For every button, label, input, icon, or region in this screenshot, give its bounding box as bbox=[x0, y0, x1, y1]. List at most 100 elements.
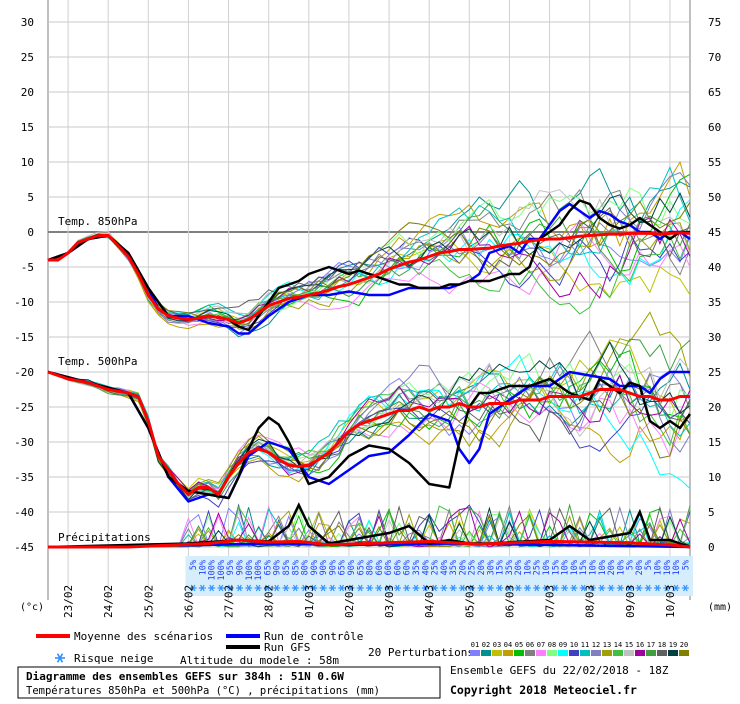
snowflake-stroke bbox=[599, 584, 605, 592]
snow-risk-value: 80% bbox=[366, 560, 376, 575]
snowflake-icon bbox=[217, 584, 225, 592]
right-tick-label: 50 bbox=[708, 191, 721, 204]
perturbation-swatch bbox=[569, 650, 579, 656]
snowflake-icon bbox=[273, 584, 281, 592]
snow-risk-value: 100% bbox=[245, 560, 255, 580]
date-tick-label: 06/03 bbox=[503, 585, 516, 618]
snowflake-icon bbox=[523, 584, 531, 592]
snowflake-stroke bbox=[274, 584, 279, 592]
snow-risk-value: 90% bbox=[328, 560, 338, 575]
perturbation-id-label: 06 bbox=[526, 641, 534, 649]
right-unit: (mm) bbox=[708, 602, 732, 613]
date-tick-label: 25/02 bbox=[142, 585, 155, 618]
legend-gfs-label: Run GFS bbox=[264, 641, 310, 654]
right-tick-label: 30 bbox=[708, 331, 721, 344]
main-series-lines bbox=[47, 199, 692, 549]
snowflake-stroke bbox=[450, 584, 456, 592]
perturbation-id-label: 04 bbox=[504, 641, 512, 649]
snow-risk-value: 95% bbox=[226, 560, 236, 575]
snowflake-stroke bbox=[200, 584, 205, 592]
snowflake-stroke bbox=[608, 584, 614, 592]
date-tick-label: 28/02 bbox=[263, 585, 276, 618]
footer-box bbox=[17, 666, 441, 699]
snow-risk-value: 85% bbox=[282, 560, 292, 575]
snowflake-stroke bbox=[422, 584, 428, 592]
snow-risk-value: 60% bbox=[393, 560, 403, 575]
snowflake-icon bbox=[236, 584, 244, 592]
snow-risk-value: 65% bbox=[356, 560, 366, 575]
snowflake-icon bbox=[514, 584, 522, 592]
snowflake-stroke bbox=[441, 584, 447, 592]
snowflake-icon bbox=[263, 584, 271, 592]
snow-risk-value: 15% bbox=[579, 560, 589, 575]
perturbation-swatch bbox=[580, 650, 590, 656]
legend-mean-label: Moyenne des scénarios bbox=[74, 630, 213, 643]
snowflake-icon bbox=[644, 584, 652, 592]
perturbation-id-label: 07 bbox=[537, 641, 545, 649]
snowflake-stroke bbox=[255, 584, 261, 592]
footer-copyright: Copyright 2018 Meteociel.fr bbox=[450, 683, 637, 697]
date-tick-label: 09/03 bbox=[624, 585, 637, 618]
right-tick-label: 0 bbox=[708, 541, 715, 554]
snowflake-stroke bbox=[636, 584, 642, 592]
snowflake-stroke bbox=[562, 584, 567, 592]
snow-risk-value: 25% bbox=[431, 560, 441, 575]
legend-perturbations-label: 20 Perturbations bbox=[368, 646, 474, 659]
perturbation-id-label: 05 bbox=[515, 641, 523, 649]
snowflake-icon bbox=[338, 584, 346, 592]
snowflake-stroke bbox=[357, 584, 363, 592]
snowflake-icon bbox=[570, 584, 578, 592]
series-moyenne-des-sc-narios-precip bbox=[48, 538, 691, 549]
snow-risk-value: 10% bbox=[561, 560, 571, 575]
left-tick-label: 25 bbox=[21, 51, 34, 64]
legend-altitude: Altitude du modele : 58m bbox=[180, 654, 339, 667]
right-tick-label: 25 bbox=[708, 366, 721, 379]
snowflake-icon bbox=[55, 653, 65, 663]
snowflake-icon bbox=[672, 584, 680, 592]
right-tick-label: 65 bbox=[708, 86, 721, 99]
snowflake-icon bbox=[458, 584, 466, 592]
snowflake-stroke bbox=[673, 584, 679, 592]
snowflake-stroke bbox=[580, 584, 586, 592]
snowflake-stroke bbox=[618, 584, 623, 592]
date-tick-label: 03/03 bbox=[383, 585, 396, 618]
perturbation-id-label: 08 bbox=[548, 641, 556, 649]
footer-subtitle: Températures 850hPa et 500hPa (°C) , pré… bbox=[26, 685, 380, 697]
left-tick-label: -15 bbox=[14, 331, 34, 344]
date-tick-label: 07/03 bbox=[544, 585, 557, 618]
snow-risk-value: 25% bbox=[533, 560, 543, 575]
date-tick-label: 10/03 bbox=[664, 585, 677, 618]
snowflake-stroke bbox=[283, 584, 289, 592]
snowflake-stroke bbox=[190, 584, 196, 592]
snowflake-stroke bbox=[645, 584, 651, 592]
right-tick-label: 70 bbox=[708, 51, 721, 64]
snow-risk-value: 20% bbox=[458, 560, 468, 575]
snowflake-stroke bbox=[376, 584, 382, 592]
perturbation-swatch bbox=[492, 650, 502, 656]
left-tick-label: -20 bbox=[14, 366, 34, 379]
snow-risk-value: 10% bbox=[198, 560, 208, 575]
perturbation-swatch bbox=[558, 650, 568, 656]
snow-risk-value: 90% bbox=[273, 560, 283, 575]
left-tick-label: 0 bbox=[27, 226, 34, 239]
snow-risk-value: 10% bbox=[663, 560, 673, 575]
snowflake-icon bbox=[189, 584, 197, 592]
perturbation-id-label: 03 bbox=[493, 641, 501, 649]
left-tick-label: 30 bbox=[21, 16, 34, 29]
snowflake-icon bbox=[542, 584, 550, 592]
snow-risk-value: 10% bbox=[570, 560, 580, 575]
right-tick-label: 55 bbox=[708, 156, 721, 169]
snow-risk-value: 40% bbox=[421, 560, 431, 575]
right-tick-label: 35 bbox=[708, 296, 721, 309]
date-tick-label: 23/02 bbox=[62, 585, 75, 618]
snowflake-stroke bbox=[432, 584, 437, 592]
snow-risk-value: 25% bbox=[468, 560, 478, 575]
snowflake-icon bbox=[226, 584, 234, 592]
snowflake-stroke bbox=[404, 584, 410, 592]
perturbation-swatch bbox=[668, 650, 678, 656]
snow-risk-value: 65% bbox=[263, 560, 273, 575]
snowflake-icon bbox=[607, 584, 615, 592]
snow-risk-value: 80% bbox=[301, 560, 311, 575]
right-tick-label: 60 bbox=[708, 121, 721, 134]
perturbation-id-label: 13 bbox=[603, 641, 611, 649]
